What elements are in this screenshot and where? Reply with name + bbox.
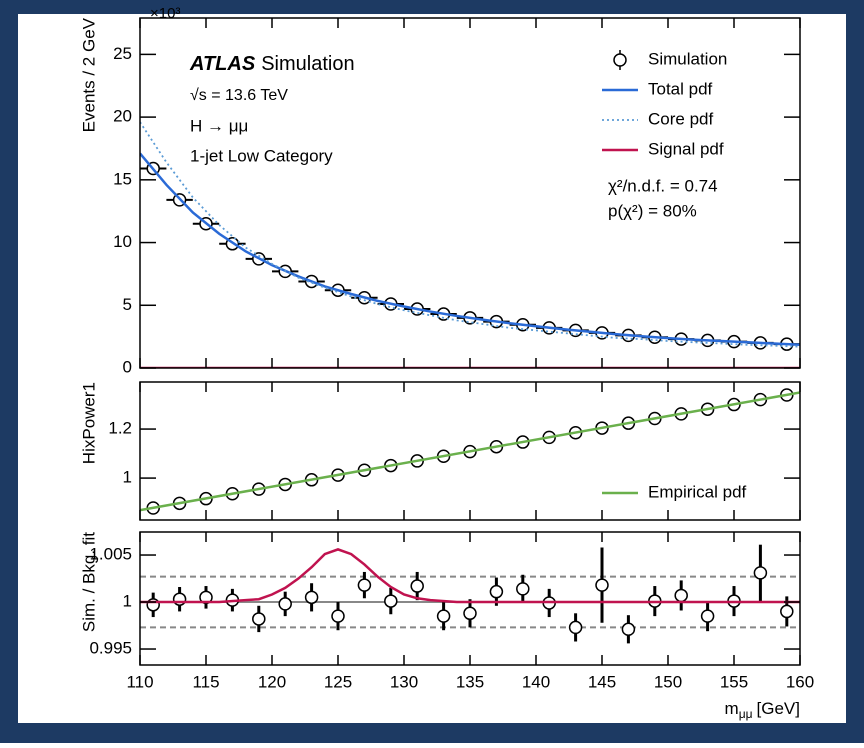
data-point	[463, 606, 477, 621]
x-tick-label: 110	[126, 672, 153, 691]
x-tick-label: 150	[654, 672, 682, 691]
data-point	[780, 604, 794, 619]
data-point	[199, 590, 213, 605]
curve	[140, 548, 800, 604]
y-tick-label: 15	[113, 169, 132, 188]
data-point	[700, 609, 715, 623]
y-tick-label: 1.005	[89, 545, 132, 564]
x-tick-label: 155	[720, 672, 748, 691]
data-point	[436, 609, 451, 623]
data-point	[146, 598, 160, 612]
legend-label: Core pdf	[648, 109, 713, 128]
category: 1-jet Low Category	[190, 146, 333, 165]
data-point	[489, 584, 504, 599]
x-tick-label: 115	[192, 672, 219, 691]
curve	[140, 152, 800, 347]
y-tick-label: 5	[123, 295, 132, 314]
y-tick-label: 1.2	[108, 419, 132, 438]
p-value: p(χ²) = 80%	[608, 201, 697, 220]
y-axis-title: Events / 2 GeV	[79, 17, 98, 132]
multiplier: ×10³	[150, 5, 180, 22]
legend-label: Empirical pdf	[648, 482, 747, 501]
data-point	[304, 590, 319, 605]
data-point	[595, 578, 609, 592]
legend-label: Simulation	[648, 49, 727, 68]
y-tick-label: 0	[123, 357, 132, 376]
chi2: χ²/n.d.f. = 0.74	[608, 176, 718, 195]
data-point	[252, 612, 266, 626]
data-point	[621, 622, 636, 637]
data-point	[516, 582, 530, 596]
data-point	[384, 594, 398, 608]
y-tick-label: 0.995	[89, 639, 132, 658]
curve	[140, 121, 800, 348]
x-tick-label: 160	[786, 672, 814, 691]
x-tick-label: 145	[588, 672, 616, 691]
data-point	[278, 597, 292, 611]
y-axis-title: HixPower1	[79, 382, 98, 464]
x-title-main: m	[725, 699, 739, 718]
y-tick-label: 20	[113, 107, 132, 126]
data-point	[410, 579, 424, 593]
x-tick-label: 130	[390, 672, 418, 691]
plot-area	[140, 121, 800, 368]
data-point	[674, 588, 688, 603]
curve	[140, 391, 800, 512]
x-axis-title: mμμ [GeV]	[725, 699, 800, 721]
data-point	[568, 620, 583, 635]
plot-area	[140, 388, 800, 515]
simulation-label: Simulation	[261, 53, 354, 75]
legend-marker	[613, 53, 627, 67]
x-title-unit: [GeV]	[757, 699, 800, 718]
energy: √s = 13.6 TeV	[190, 87, 288, 104]
legend-label: Signal pdf	[648, 139, 724, 158]
y-axis-title: Sim. / Bkg. fit	[79, 532, 98, 632]
y-tick-label: 1	[123, 592, 132, 611]
data-point	[172, 592, 187, 606]
x-tick-label: 135	[456, 672, 484, 691]
y-tick-label: 1	[123, 468, 132, 487]
process: H → μμ	[190, 116, 248, 135]
plot-area	[140, 544, 800, 644]
atlas-label: ATLAS Simulation	[189, 53, 355, 75]
x-title-sub: μμ	[739, 707, 753, 721]
y-tick-label: 10	[113, 232, 132, 251]
legend-label: Total pdf	[648, 79, 713, 98]
x-tick-label: 140	[522, 672, 550, 691]
x-tick-label: 120	[258, 672, 286, 691]
data-point	[331, 609, 345, 623]
x-tick-label: 125	[324, 672, 352, 691]
data-point	[357, 578, 372, 592]
data-point	[753, 566, 768, 580]
atlas: ATLAS	[189, 53, 256, 75]
y-tick-label: 25	[113, 44, 132, 63]
